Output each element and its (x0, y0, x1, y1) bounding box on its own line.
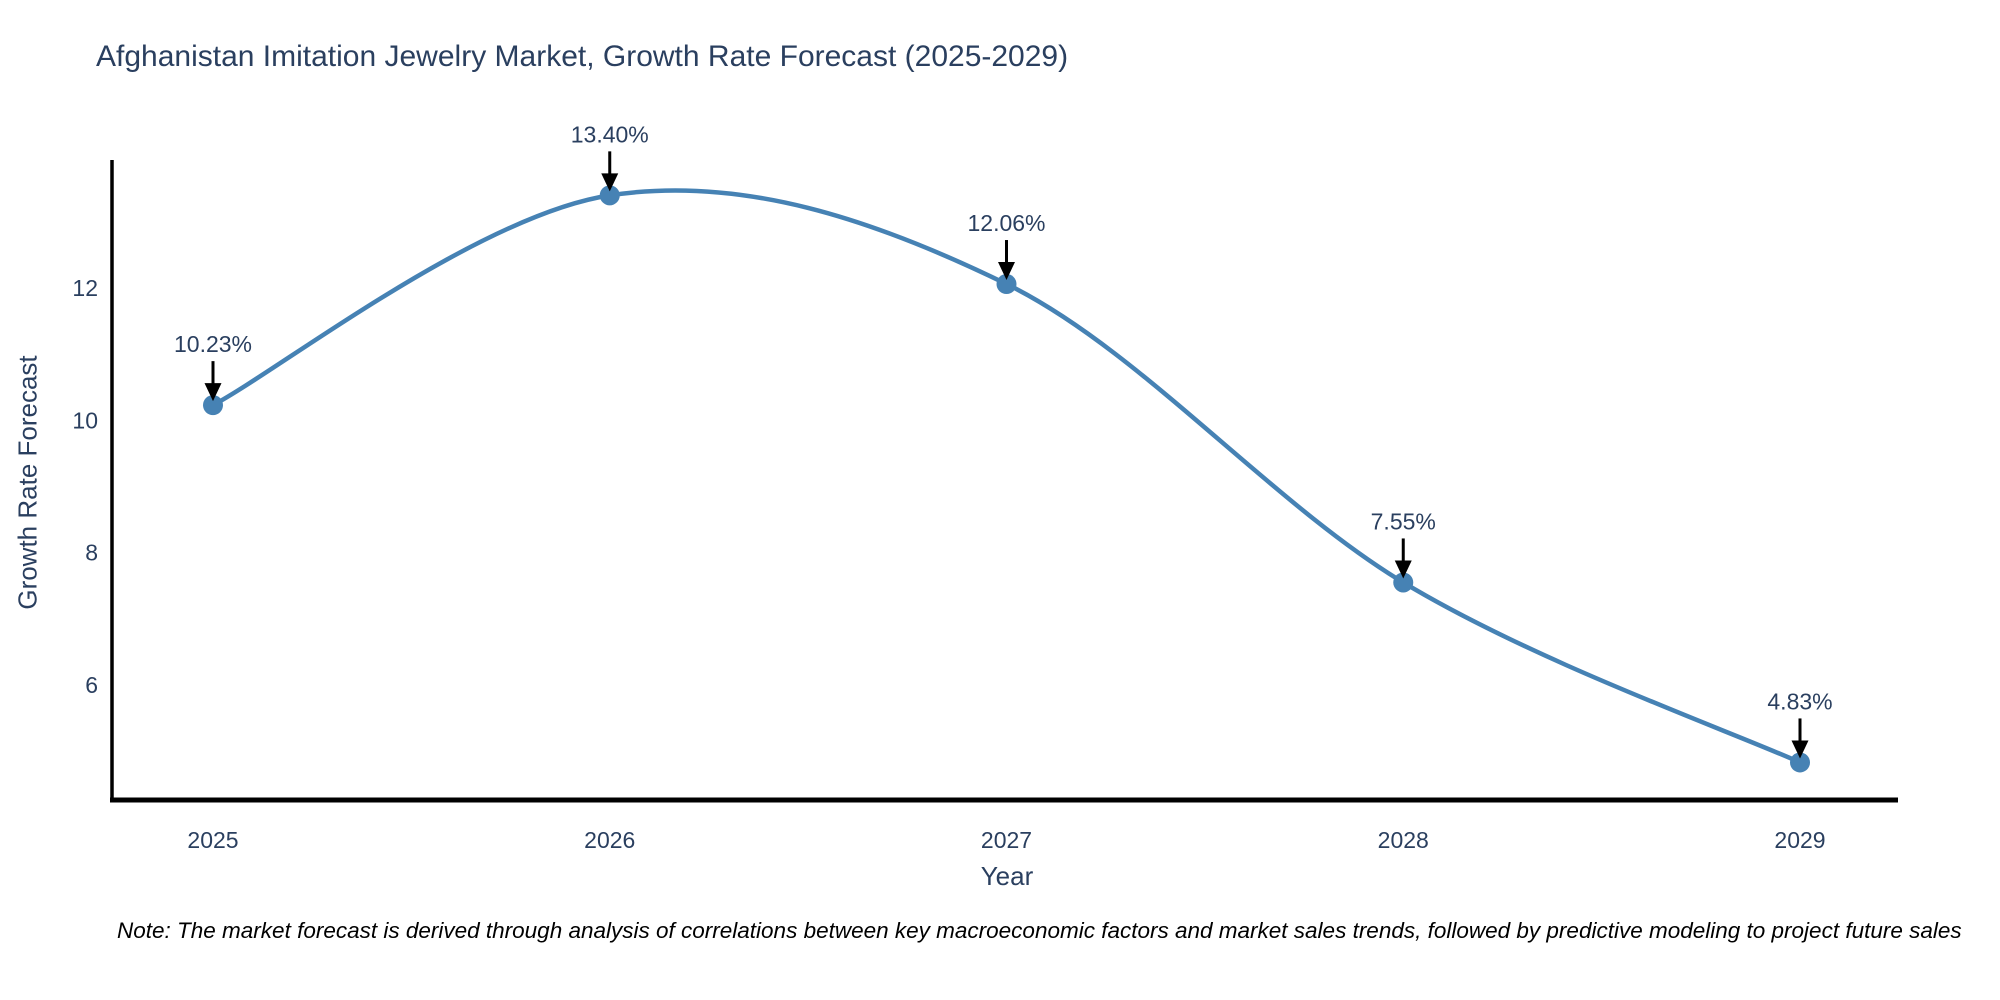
x-tick-label: 2026 (584, 827, 635, 853)
y-tick-label: 10 (72, 407, 98, 433)
y-tick-label: 6 (85, 672, 98, 698)
annotation-arrowhead (1791, 740, 1809, 759)
data-point-2025 (203, 395, 223, 416)
data-point-2028 (1393, 572, 1414, 593)
x-tick-label: 2029 (1774, 827, 1825, 853)
y-axis-title: Growth Rate Forecast (12, 355, 43, 610)
annotation-arrowhead (1394, 560, 1412, 579)
x-tick-label: 2028 (1378, 827, 1429, 853)
point-annotation: 4.83% (1767, 688, 1832, 714)
x-tick-label: 2025 (187, 827, 238, 853)
point-annotation: 7.55% (1371, 508, 1436, 534)
annotation-arrowhead (998, 262, 1015, 281)
data-point-2029 (1790, 752, 1810, 773)
point-annotation: 12.06% (967, 210, 1045, 236)
x-axis-title: Year (980, 861, 1034, 891)
x-tick-label: 2027 (981, 827, 1032, 853)
annotation-arrowhead (601, 173, 619, 192)
chart-title: Afghanistan Imitation Jewelry Market, Gr… (96, 40, 1069, 73)
point-annotation: 10.23% (174, 331, 252, 357)
footnote: Note: The market forecast is derived thr… (117, 918, 1962, 943)
data-point-2027 (996, 274, 1017, 295)
y-tick-label: 8 (85, 540, 98, 566)
annotation-arrowhead (204, 383, 222, 402)
point-annotation: 13.40% (571, 121, 649, 147)
y-tick-label: 12 (72, 275, 98, 301)
data-point-2026 (599, 185, 620, 206)
